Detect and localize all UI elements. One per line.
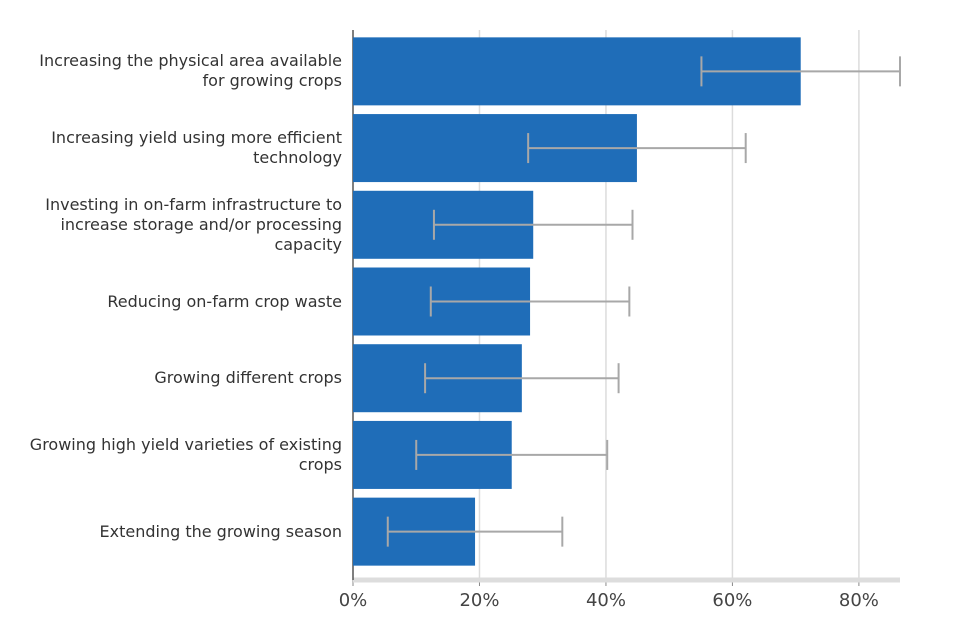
y-tick-label: Growing different crops [154, 368, 342, 388]
y-tick-label: Increasing the physical area available f… [39, 51, 342, 91]
y-tick-label: Growing high yield varieties of existing… [29, 434, 342, 474]
error-bar [700, 56, 901, 87]
error-bar [432, 209, 634, 240]
x-tick-label: 60% [712, 590, 752, 611]
x-tick-label: 0% [339, 590, 368, 611]
y-tick-label: Reducing on-farm crop waste [107, 291, 342, 311]
y-tick-label: Extending the growing season [99, 521, 343, 541]
y-tick-label: Increasing yield using more efficient te… [51, 128, 342, 168]
x-tick-label: 40% [586, 590, 626, 611]
x-tick-label: 20% [459, 590, 499, 611]
x-tick-label: 80% [839, 590, 879, 611]
error-bar [415, 439, 609, 470]
error-bar [527, 133, 747, 164]
y-tick-label: Investing in on-farm infrastructure to i… [45, 194, 342, 254]
error-bar [424, 363, 620, 394]
error-bar [386, 516, 564, 547]
error-bar [429, 286, 631, 317]
